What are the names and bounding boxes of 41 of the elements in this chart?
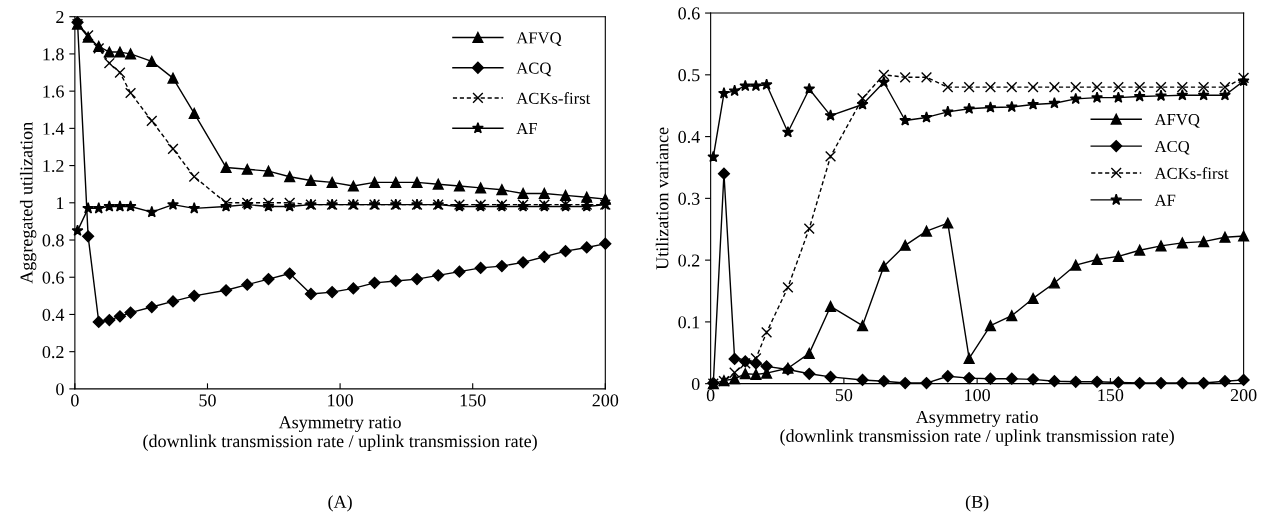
y-tick-label: 0.1	[678, 316, 700, 329]
y-tick-label: 0	[691, 377, 700, 391]
x-tick-label: 100	[965, 389, 990, 402]
y-tick-label: 0.4	[42, 308, 65, 321]
y-tick-label: 0.2	[42, 345, 64, 359]
x-axis-title: Asymmetry ratio (downlink transmission rate / uplink transmission rate)	[143, 416, 537, 451]
x-tick-label: 0	[706, 389, 715, 402]
y-axis-title: Aggregated utilization	[19, 122, 37, 284]
x-tick-label: 50	[199, 394, 216, 407]
x-tick-label: 200	[592, 394, 619, 407]
legend-label: ACQ	[516, 62, 552, 77]
y-tick-label: 0.2	[678, 254, 700, 267]
x-tick-label: 150	[1098, 389, 1124, 402]
x-tick-label: 50	[835, 389, 853, 402]
y-tick-label: 1.8	[43, 48, 64, 61]
y-tick-label: 0.4	[678, 130, 700, 144]
legend-label: AFVQ	[1154, 114, 1200, 128]
legend-label: ACKs-first	[516, 92, 591, 104]
y-tick-label: 0.6	[678, 7, 700, 20]
text: (A)	[328, 495, 352, 512]
y-tick-label: 2	[56, 11, 64, 23]
y-tick-label: 0.6	[42, 271, 64, 284]
legend-label: AF	[516, 123, 537, 135]
y-tick-label: 1.6	[43, 85, 64, 98]
legend-label: AFVQ	[516, 32, 562, 47]
y-tick-label: 1.4	[43, 122, 65, 135]
x-tick-label: 100	[328, 394, 353, 407]
legend-label: ACQ	[1154, 140, 1190, 155]
y-tick-label: 1.2	[43, 159, 64, 173]
legend-label: AF	[1154, 194, 1176, 206]
x-tick-label: 0	[71, 394, 79, 407]
y-tick-label: 0.8	[42, 234, 64, 247]
y-tick-label: 0.5	[678, 69, 700, 82]
y-tick-label: 1	[57, 197, 64, 210]
y-axis-title: Utilization variance	[655, 127, 669, 270]
text: (B)	[965, 495, 989, 512]
y-tick-label: 0.3	[678, 192, 700, 205]
x-tick-label: 150	[460, 394, 486, 407]
x-axis-title: Asymmetry ratio (downlink transmission rate / uplink transmission rate)	[780, 410, 1174, 446]
x-tick-label: 200	[1230, 389, 1257, 402]
legend-label: ACKs-first	[1154, 167, 1229, 179]
